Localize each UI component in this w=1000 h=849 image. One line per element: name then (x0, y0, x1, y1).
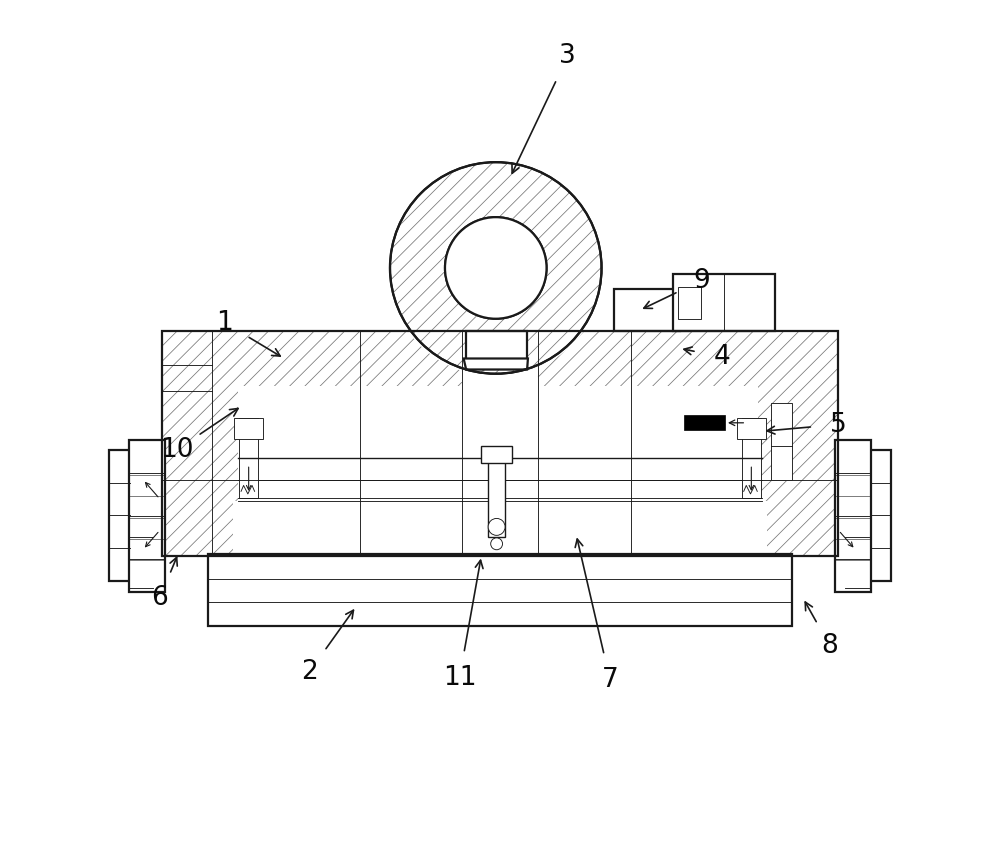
Text: 5: 5 (830, 412, 847, 437)
Circle shape (387, 160, 604, 376)
Bar (488, 453, 505, 537)
Bar (238, 386, 758, 505)
Circle shape (445, 217, 547, 318)
Text: 3: 3 (559, 43, 576, 70)
Bar (771, 403, 792, 480)
Bar (614, 290, 680, 331)
Bar (481, 446, 512, 463)
Bar (109, 450, 130, 581)
Circle shape (445, 217, 547, 318)
Text: 11: 11 (443, 666, 476, 691)
Bar (466, 331, 527, 369)
Bar (162, 331, 838, 555)
Text: 6: 6 (151, 585, 168, 611)
Bar (233, 501, 767, 555)
Text: 1: 1 (217, 310, 233, 336)
Bar (129, 440, 165, 592)
Bar (239, 418, 258, 498)
Bar (673, 274, 775, 331)
Text: 7: 7 (602, 667, 618, 693)
Text: 8: 8 (822, 633, 838, 659)
Bar (742, 418, 761, 498)
Text: 2: 2 (301, 659, 318, 684)
Circle shape (491, 538, 503, 550)
Text: 9: 9 (693, 267, 710, 294)
Text: 4: 4 (713, 344, 730, 370)
Bar (234, 418, 263, 439)
Circle shape (488, 519, 505, 536)
Bar (162, 331, 838, 555)
Bar (678, 287, 701, 318)
Polygon shape (464, 358, 528, 369)
Bar (835, 440, 871, 592)
Bar (870, 450, 891, 581)
Bar (208, 554, 792, 626)
Bar (737, 418, 766, 439)
Text: 10: 10 (160, 437, 193, 463)
Bar (684, 415, 725, 430)
